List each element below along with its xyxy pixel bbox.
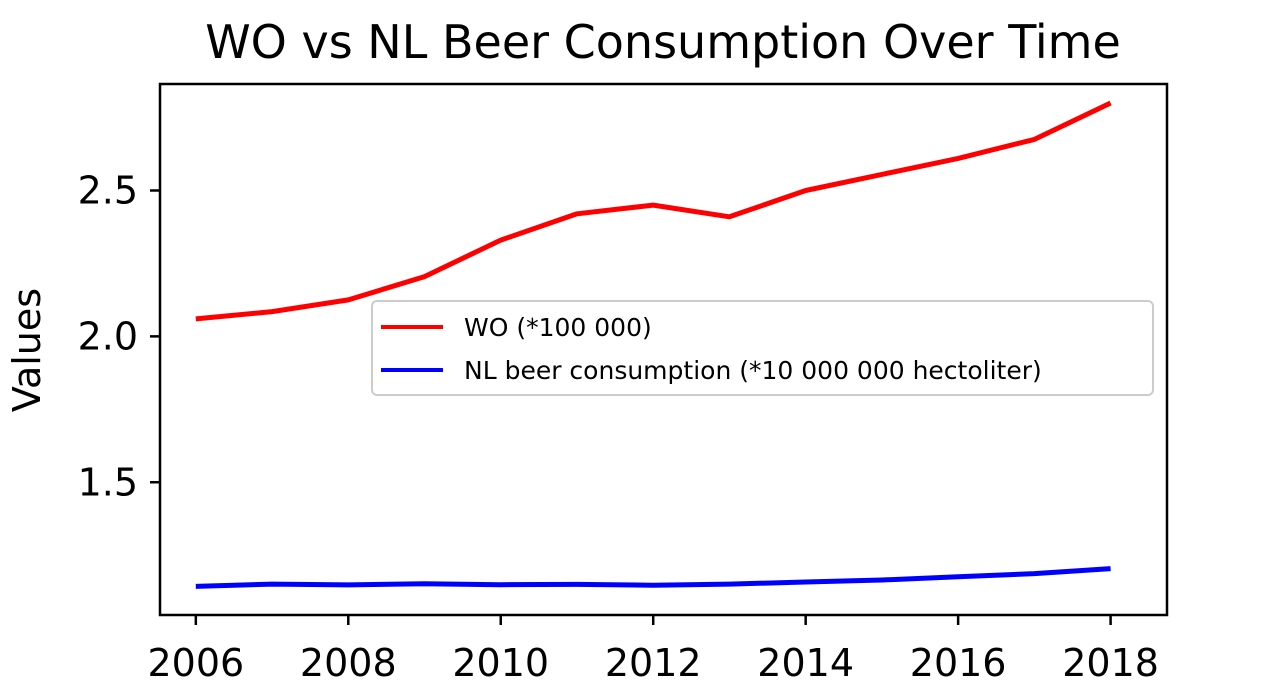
x-tick-label: 2006 bbox=[147, 641, 244, 685]
y-tick-label: 2.0 bbox=[78, 314, 138, 358]
y-axis-ticks: 1.5 2.0 2.5 bbox=[78, 168, 160, 504]
y-tick-label: 2.5 bbox=[78, 168, 138, 212]
x-tick-label: 2018 bbox=[1062, 641, 1159, 685]
x-tick-label: 2016 bbox=[910, 641, 1007, 685]
series-line-1 bbox=[195, 566, 1111, 589]
x-tick-label: 2010 bbox=[452, 641, 549, 685]
plot-frame bbox=[158, 82, 1169, 617]
legend: WO (*100 000) NL beer consumption (*10 0… bbox=[371, 300, 1154, 396]
legend-box bbox=[371, 300, 1154, 396]
legend-label-wo: WO (*100 000) bbox=[464, 313, 652, 342]
x-tick-label: 2008 bbox=[300, 641, 397, 685]
chart-title: WO vs NL Beer Consumption Over Time bbox=[205, 15, 1121, 69]
legend-label-nl: NL beer consumption (*10 000 000 hectoli… bbox=[464, 356, 1042, 385]
x-tick-label: 2014 bbox=[757, 641, 854, 685]
y-axis-label: Values bbox=[5, 288, 49, 412]
x-tick-label: 2012 bbox=[605, 641, 702, 685]
y-tick-label: 1.5 bbox=[78, 460, 138, 504]
series-lines bbox=[195, 100, 1112, 589]
series-line-0 bbox=[195, 100, 1112, 322]
x-axis-ticks: 2006 2008 2010 2012 2014 2016 2018 bbox=[147, 615, 1159, 685]
